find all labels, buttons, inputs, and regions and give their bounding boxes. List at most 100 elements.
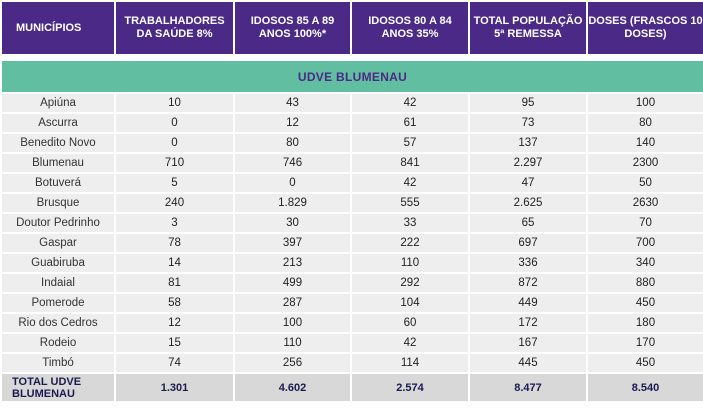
cell-doses: 340 [588, 254, 703, 272]
cell-municipio: Blumenau [2, 154, 114, 172]
header-row: MUNICÍPIOS TRABALHADORES DA SAÚDE 8% IDO… [2, 2, 703, 54]
cell-idosos-80-84: 42 [352, 334, 468, 352]
table-row: Brusque 240 1.829 555 2.625 2630 [2, 194, 703, 212]
cell-idosos-85-89: 213 [235, 254, 350, 272]
cell-idosos-80-84: 42 [352, 94, 468, 112]
cell-total-populacao: 65 [470, 214, 586, 232]
cell-idosos-80-84: 114 [352, 354, 468, 372]
header-trabalhadores-saude: TRABALHADORES DA SAÚDE 8% [116, 2, 233, 54]
cell-idosos-85-89: 100 [235, 314, 350, 332]
cell-total-populacao: 137 [470, 134, 586, 152]
table-row: Apiúna 10 43 42 95 100 [2, 94, 703, 112]
total-label: TOTAL UDVE BLUMENAU [2, 374, 114, 401]
table-row: Benedito Novo 0 80 57 137 140 [2, 134, 703, 152]
cell-municipio: Apiúna [2, 94, 114, 112]
cell-trabalhadores: 0 [116, 114, 233, 132]
cell-trabalhadores: 0 [116, 134, 233, 152]
total-doses: 8.540 [588, 374, 703, 401]
cell-total-populacao: 2.625 [470, 194, 586, 212]
cell-trabalhadores: 710 [116, 154, 233, 172]
table-row: Pomerode 58 287 104 449 450 [2, 294, 703, 312]
header-doses: DOSES (FRASCOS 10 DOSES) [588, 2, 703, 54]
region-row: UDVE BLUMENAU [2, 61, 703, 92]
cell-municipio: Doutor Pedrinho [2, 214, 114, 232]
cell-doses: 450 [588, 354, 703, 372]
cell-total-populacao: 95 [470, 94, 586, 112]
cell-total-populacao: 449 [470, 294, 586, 312]
cell-municipio: Indaial [2, 274, 114, 292]
table-row: Ascurra 0 12 61 73 80 [2, 114, 703, 132]
cell-municipio: Rio dos Cedros [2, 314, 114, 332]
total-idosos-80-84: 2.574 [352, 374, 468, 401]
cell-total-populacao: 73 [470, 114, 586, 132]
cell-idosos-85-89: 12 [235, 114, 350, 132]
cell-idosos-80-84: 57 [352, 134, 468, 152]
cell-doses: 700 [588, 234, 703, 252]
cell-municipio: Botuverá [2, 174, 114, 192]
cell-trabalhadores: 15 [116, 334, 233, 352]
cell-idosos-85-89: 499 [235, 274, 350, 292]
cell-doses: 2300 [588, 154, 703, 172]
spacer-row [2, 56, 703, 59]
total-populacao: 8.477 [470, 374, 586, 401]
cell-total-populacao: 336 [470, 254, 586, 272]
cell-trabalhadores: 5 [116, 174, 233, 192]
cell-idosos-80-84: 33 [352, 214, 468, 232]
cell-idosos-85-89: 746 [235, 154, 350, 172]
cell-trabalhadores: 14 [116, 254, 233, 272]
cell-municipio: Benedito Novo [2, 134, 114, 152]
cell-doses: 880 [588, 274, 703, 292]
table-row: Gaspar 78 397 222 697 700 [2, 234, 703, 252]
table-row: Indaial 81 499 292 872 880 [2, 274, 703, 292]
cell-idosos-80-84: 104 [352, 294, 468, 312]
cell-doses: 70 [588, 214, 703, 232]
total-idosos-85-89: 4.602 [235, 374, 350, 401]
header-idosos-80-84: IDOSOS 80 A 84 ANOS 35% [352, 2, 468, 54]
cell-trabalhadores: 74 [116, 354, 233, 372]
table-row: Guabiruba 14 213 110 336 340 [2, 254, 703, 272]
table-row: Rodeio 15 110 42 167 170 [2, 334, 703, 352]
total-trabalhadores: 1.301 [116, 374, 233, 401]
table-row: Timbó 74 256 114 445 450 [2, 354, 703, 372]
cell-total-populacao: 47 [470, 174, 586, 192]
header-municipios: MUNICÍPIOS [2, 2, 114, 54]
cell-idosos-85-89: 256 [235, 354, 350, 372]
vaccine-distribution-table: MUNICÍPIOS TRABALHADORES DA SAÚDE 8% IDO… [2, 2, 703, 401]
cell-trabalhadores: 240 [116, 194, 233, 212]
table-row: Blumenau 710 746 841 2.297 2300 [2, 154, 703, 172]
cell-doses: 50 [588, 174, 703, 192]
cell-trabalhadores: 78 [116, 234, 233, 252]
header-total-populacao: TOTAL POPULAÇÃO 5ª REMESSA [470, 2, 586, 54]
cell-idosos-85-89: 43 [235, 94, 350, 112]
header-idosos-85-89: IDOSOS 85 A 89 ANOS 100%* [235, 2, 350, 54]
cell-trabalhadores: 12 [116, 314, 233, 332]
cell-idosos-80-84: 60 [352, 314, 468, 332]
cell-trabalhadores: 81 [116, 274, 233, 292]
cell-municipio: Rodeio [2, 334, 114, 352]
cell-total-populacao: 697 [470, 234, 586, 252]
cell-municipio: Gaspar [2, 234, 114, 252]
cell-doses: 180 [588, 314, 703, 332]
cell-idosos-85-89: 287 [235, 294, 350, 312]
cell-total-populacao: 172 [470, 314, 586, 332]
table-row: Botuverá 5 0 42 47 50 [2, 174, 703, 192]
cell-idosos-80-84: 110 [352, 254, 468, 272]
cell-idosos-85-89: 0 [235, 174, 350, 192]
cell-idosos-80-84: 222 [352, 234, 468, 252]
cell-idosos-85-89: 397 [235, 234, 350, 252]
cell-idosos-80-84: 292 [352, 274, 468, 292]
table-row: Rio dos Cedros 12 100 60 172 180 [2, 314, 703, 332]
cell-total-populacao: 167 [470, 334, 586, 352]
cell-doses: 170 [588, 334, 703, 352]
cell-total-populacao: 445 [470, 354, 586, 372]
cell-trabalhadores: 58 [116, 294, 233, 312]
cell-municipio: Ascurra [2, 114, 114, 132]
total-row: TOTAL UDVE BLUMENAU 1.301 4.602 2.574 8.… [2, 374, 703, 401]
cell-idosos-80-84: 42 [352, 174, 468, 192]
cell-doses: 80 [588, 114, 703, 132]
region-title: UDVE BLUMENAU [2, 61, 703, 92]
cell-municipio: Pomerode [2, 294, 114, 312]
cell-idosos-85-89: 110 [235, 334, 350, 352]
cell-total-populacao: 872 [470, 274, 586, 292]
cell-idosos-80-84: 555 [352, 194, 468, 212]
